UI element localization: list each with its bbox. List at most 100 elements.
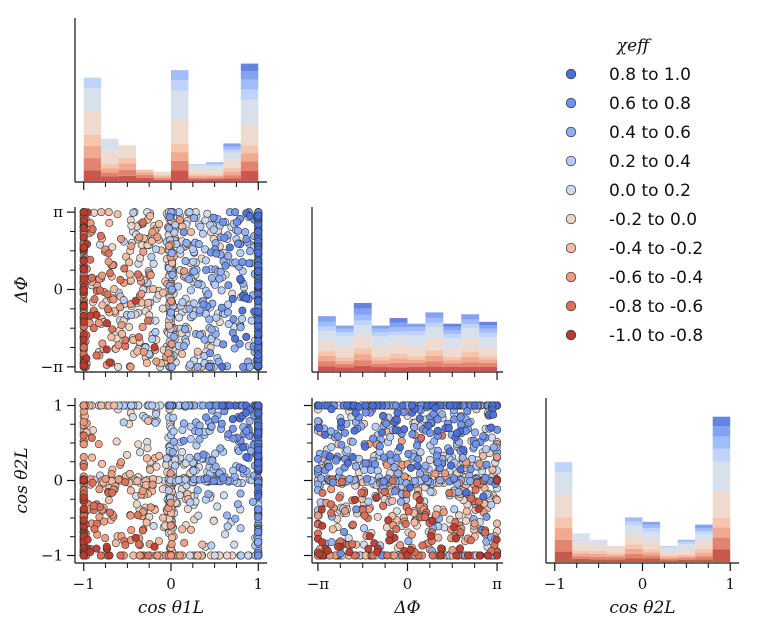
scatter-point (233, 500, 242, 509)
histogram-bar-segment (389, 335, 408, 344)
histogram-bar-segment (572, 533, 590, 543)
histogram-bar-segment (407, 359, 426, 364)
scatter-point (169, 437, 178, 446)
histogram-bar-segment (389, 327, 408, 332)
scatter-point (79, 476, 88, 485)
histogram-bar-segment (171, 79, 189, 91)
scatter-point (337, 478, 346, 487)
histogram-bar-segment (712, 436, 731, 449)
scatter-point (205, 401, 214, 410)
scatter-point (98, 339, 107, 348)
histogram-bar-segment (136, 175, 154, 178)
histogram-bar-segment (589, 556, 608, 560)
scatter-point (189, 466, 198, 475)
histogram-bar-segment (353, 302, 372, 309)
histogram-bar-segment (223, 146, 241, 150)
scatter-point (223, 511, 232, 520)
scatter-point (245, 212, 254, 221)
histogram-bar-segment (443, 348, 462, 357)
histogram-bar-segment (389, 322, 408, 328)
histogram-bar-segment (712, 448, 731, 462)
histogram-bar-segment (407, 335, 426, 347)
histogram-bar-segment (335, 328, 354, 333)
histogram-bar-segment (371, 325, 390, 329)
scatter-point (207, 325, 216, 334)
histogram-bar-segment (223, 159, 241, 168)
scatter-point (348, 520, 357, 529)
histogram-bar-segment (660, 558, 678, 561)
scatter-point (348, 452, 357, 461)
scatter-point (139, 247, 148, 256)
histogram-bar-segment (223, 175, 241, 179)
histogram-bar-segment (371, 336, 390, 348)
histogram-bar-segment (425, 322, 444, 328)
scatter-point (369, 434, 378, 443)
scatter-point (487, 500, 496, 509)
scatter-point (218, 362, 227, 371)
scatter-point (139, 347, 148, 356)
scatter-point (470, 519, 479, 528)
legend-marker (565, 329, 577, 341)
histogram-bar-segment (479, 325, 498, 329)
scatter-point (201, 256, 210, 265)
histogram-bar-segment (712, 461, 731, 492)
scatter-point (413, 441, 422, 450)
histogram-bar-segment (371, 347, 390, 358)
histogram-bar-segment (188, 175, 206, 178)
scatter-point (167, 308, 176, 317)
scatter-point (479, 492, 488, 501)
scatter-point (138, 322, 147, 331)
scatter-point (230, 344, 239, 353)
scatter-point (119, 296, 128, 305)
scatter-point (216, 267, 225, 276)
histogram-bar-segment (712, 537, 731, 550)
scatter-point (382, 419, 391, 428)
scatter-point (388, 496, 397, 505)
scatter-point (146, 465, 155, 474)
histogram-bar-segment (205, 165, 224, 171)
histogram-bar-segment (353, 354, 372, 361)
scatter-point (127, 526, 136, 535)
histogram-bar-segment (317, 351, 336, 356)
scatter-point (439, 508, 448, 517)
scatter-point (254, 421, 263, 430)
scatter-point (336, 417, 345, 426)
histogram-bar-segment (223, 171, 241, 176)
scatter-point (245, 259, 254, 268)
scatter-point (150, 542, 159, 551)
scatter-point (195, 435, 204, 444)
scatter-point (386, 433, 395, 442)
histogram-bar-segment (371, 360, 390, 364)
scatter-point (396, 497, 405, 506)
scatter-point (340, 506, 349, 515)
scatter-point (179, 419, 188, 428)
scatter-point (127, 242, 136, 251)
histogram-bar-segment (240, 153, 259, 162)
scatter-point (186, 498, 195, 507)
scatter-point (489, 443, 498, 452)
scatter-point (79, 551, 88, 560)
scatter-point (454, 487, 463, 496)
scatter-point (327, 443, 336, 452)
scatter-point (351, 408, 360, 417)
scatter-point (79, 265, 88, 274)
scatter-point (151, 418, 160, 427)
histogram-bar-segment (425, 350, 444, 356)
scatter-point (148, 228, 157, 237)
scatter-point (212, 249, 221, 258)
scatter-point (104, 496, 113, 505)
scatter-point (121, 540, 130, 549)
histogram-bar-segment (642, 521, 661, 525)
scatter-point (101, 534, 110, 543)
scatter-point (178, 448, 187, 457)
scatter-point (88, 225, 97, 234)
histogram-bar-segment (136, 169, 154, 173)
scatter-point (193, 347, 202, 356)
histogram-bar-segment (479, 359, 498, 363)
histogram-bar-segment (642, 524, 661, 529)
scatter-point (105, 358, 114, 367)
scatter-point (320, 430, 329, 439)
scatter-point (221, 261, 230, 270)
scatter-point (89, 324, 98, 333)
